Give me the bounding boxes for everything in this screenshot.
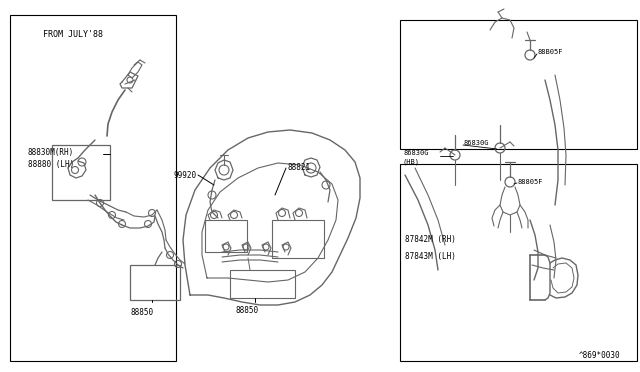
Bar xyxy=(130,265,180,300)
Text: 99920: 99920 xyxy=(174,170,197,180)
Text: 88B05F: 88B05F xyxy=(538,49,563,55)
Bar xyxy=(52,145,110,200)
Bar xyxy=(230,270,295,298)
Bar xyxy=(10,15,176,361)
Text: 88880 (LH): 88880 (LH) xyxy=(28,160,74,169)
Bar xyxy=(400,20,637,149)
Text: 87842M (RH): 87842M (RH) xyxy=(405,235,456,244)
Text: 88805F: 88805F xyxy=(518,179,543,185)
Text: 87843M (LH): 87843M (LH) xyxy=(405,252,456,261)
Bar xyxy=(272,220,324,258)
Text: ^869*0030: ^869*0030 xyxy=(579,351,620,360)
Bar xyxy=(400,164,637,361)
Text: FROM JULY'88: FROM JULY'88 xyxy=(43,30,103,39)
Text: 86830G: 86830G xyxy=(403,150,429,156)
Bar xyxy=(205,220,247,252)
Text: 88821: 88821 xyxy=(287,164,310,173)
Text: 88830M(RH): 88830M(RH) xyxy=(28,148,74,157)
Text: (HB): (HB) xyxy=(403,159,420,165)
Text: 88850: 88850 xyxy=(236,306,259,315)
Text: 88850: 88850 xyxy=(131,308,154,317)
Text: 86830G: 86830G xyxy=(464,140,490,146)
